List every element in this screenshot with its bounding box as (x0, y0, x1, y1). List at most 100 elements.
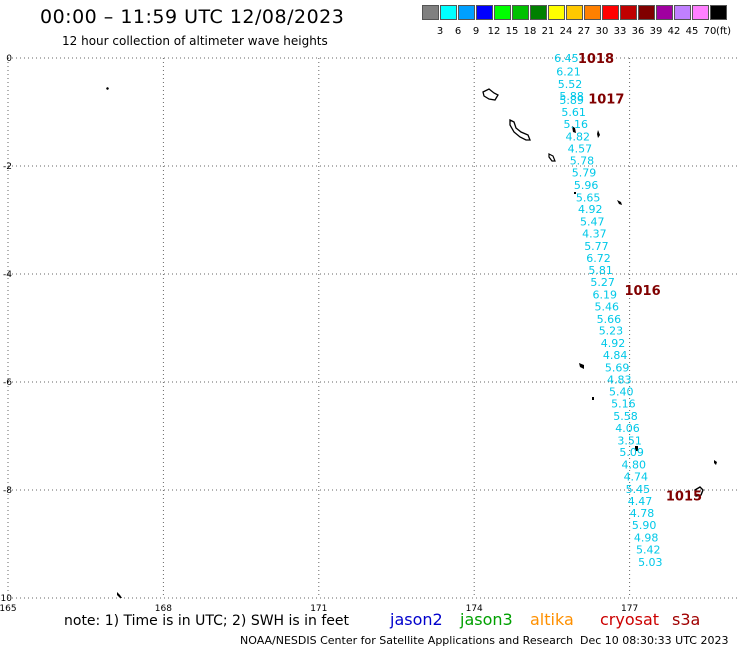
swh-value: 6.72 (586, 252, 611, 265)
colorbar-swatch (530, 5, 547, 20)
island-small-h (635, 446, 638, 451)
lat-tick-label: -10 (0, 594, 12, 604)
swh-value: 6.19 (592, 289, 617, 302)
swh-value: 6.45 (554, 52, 579, 65)
swh-value: 5.52 (558, 78, 583, 91)
colorbar-tick-label: 27 (577, 26, 591, 37)
lat-tick-label: -4 (3, 270, 12, 280)
swh-value: 3.51 (617, 434, 642, 447)
swh-value: 5.46 (595, 300, 620, 313)
colorbar-tick-label: 18 (523, 26, 537, 37)
colorbar-tick-label: 36 (631, 26, 645, 37)
island-small-e (617, 200, 622, 205)
satellite-label: cryosat (600, 610, 660, 629)
pressure-label: 1015 (666, 489, 702, 504)
swh-value: 5.03 (638, 556, 663, 569)
colorbar-tick-label: 12 (487, 26, 501, 37)
colorbar-tick-label: 24 (559, 26, 573, 37)
map-title: 00:00 – 11:59 UTC 12/08/2023 (40, 6, 345, 28)
lat-tick-label: -2 (3, 162, 12, 172)
pressure-label: 1018 (578, 52, 614, 67)
colorbar-tick-label: 21 (541, 26, 555, 37)
swh-value: 4.83 (607, 373, 632, 386)
lon-tick-label: 174 (466, 604, 483, 614)
colorbar-tick-label: 6 (454, 26, 462, 37)
swh-value: 5.45 (626, 483, 651, 496)
swh-value: 5.27 (590, 276, 615, 289)
swh-value: 5.81 (588, 264, 613, 277)
swh-value: 4.37 (582, 228, 607, 241)
swh-value: 5.66 (597, 313, 622, 326)
island-small-j (714, 460, 717, 465)
footnote: note: 1) Time is in UTC; 2) SWH is in fe… (64, 613, 350, 629)
swh-value: 5.16 (563, 118, 588, 131)
colorbar-tick-label: 30 (595, 26, 609, 37)
swh-value: 4.84 (603, 349, 628, 362)
lat-tick-label: -6 (3, 378, 12, 388)
satellite-label: altika (530, 610, 574, 629)
map-subtitle: 12 hour collection of altimeter wave hei… (62, 34, 328, 48)
island-small-i (694, 486, 704, 497)
swh-value: 5.40 (609, 386, 634, 399)
colorbar-swatch (548, 5, 565, 20)
swh-value: 5.96 (574, 179, 599, 192)
lon-tick-label: 171 (310, 604, 327, 614)
swh-value: 5.77 (584, 240, 609, 253)
island-cluster-mid (509, 118, 531, 141)
colorbar-swatch (602, 5, 619, 20)
colorbar-tick-label: 39 (649, 26, 663, 37)
swh-value: 5.42 (636, 543, 661, 556)
colorbar-tick-label: 45 (685, 26, 699, 37)
swh-value: 5.47 (580, 216, 605, 229)
swh-value: 5.61 (561, 106, 586, 119)
satellite-label: s3a (672, 610, 701, 629)
axis-labels: 165 168 171 174 177 0 -2 -4 -6 -8 -10 (0, 54, 638, 614)
swh-value: 5.09 (619, 446, 644, 459)
island-small-c (597, 130, 600, 138)
island-small-b (572, 126, 576, 133)
colorbar-tick-label: 42 (667, 26, 681, 37)
swh-value: 5.88 (559, 90, 584, 103)
swh-value: 5.58 (613, 410, 638, 423)
colorbar-swatch (512, 5, 529, 20)
swh-value: 4.98 (634, 532, 659, 545)
coastline-islands (106, 87, 717, 598)
colorbar-swatch (692, 5, 709, 20)
swh-value: 4.82 (566, 130, 591, 143)
pressure-labels: 1018 1017 1016 1015 (578, 52, 702, 504)
satellite-label: jason3 (460, 610, 513, 629)
swh-values: 6.456.215.525.885.895.615.164.824.575.78… (554, 52, 662, 569)
island-small-d (574, 192, 576, 194)
colorbar-swatch (710, 5, 727, 20)
colorbar-swatch (674, 5, 691, 20)
colorbar-tick-label: 3 (436, 26, 444, 37)
swh-value: 5.78 (570, 155, 595, 168)
swh-value: 4.06 (615, 422, 640, 435)
colorbar-tick-label: 15 (505, 26, 519, 37)
swh-value: 4.92 (578, 203, 603, 216)
lon-tick-label: 168 (155, 604, 172, 614)
colorbar-tick-label: 70 (703, 26, 717, 37)
island-small-k (117, 592, 122, 598)
colorbar-unit: (ft) (716, 26, 732, 37)
swh-value: 5.16 (611, 398, 636, 411)
colorbar-tick-label: 33 (613, 26, 627, 37)
colorbar-swatch (638, 5, 655, 20)
island-cluster-north (482, 88, 499, 101)
satellite-label: jason2 (390, 610, 443, 629)
swh-value: 4.80 (621, 459, 646, 472)
colorbar-swatch (422, 5, 439, 20)
pressure-label: 1016 (624, 284, 660, 299)
island-small-a (548, 153, 556, 162)
island-small-g (592, 397, 594, 400)
swh-value: 5.79 (572, 166, 597, 179)
credit-text: NOAA/NESDIS Center for Satellite Applica… (240, 634, 574, 647)
swh-value: 4.78 (630, 507, 655, 520)
swh-value: 5.90 (632, 519, 657, 532)
island-small-f (579, 363, 584, 369)
swh-value: 4.57 (568, 143, 593, 156)
swh-value: 4.74 (624, 471, 649, 484)
colorbar-swatch (656, 5, 673, 20)
island-nauru (106, 87, 109, 90)
